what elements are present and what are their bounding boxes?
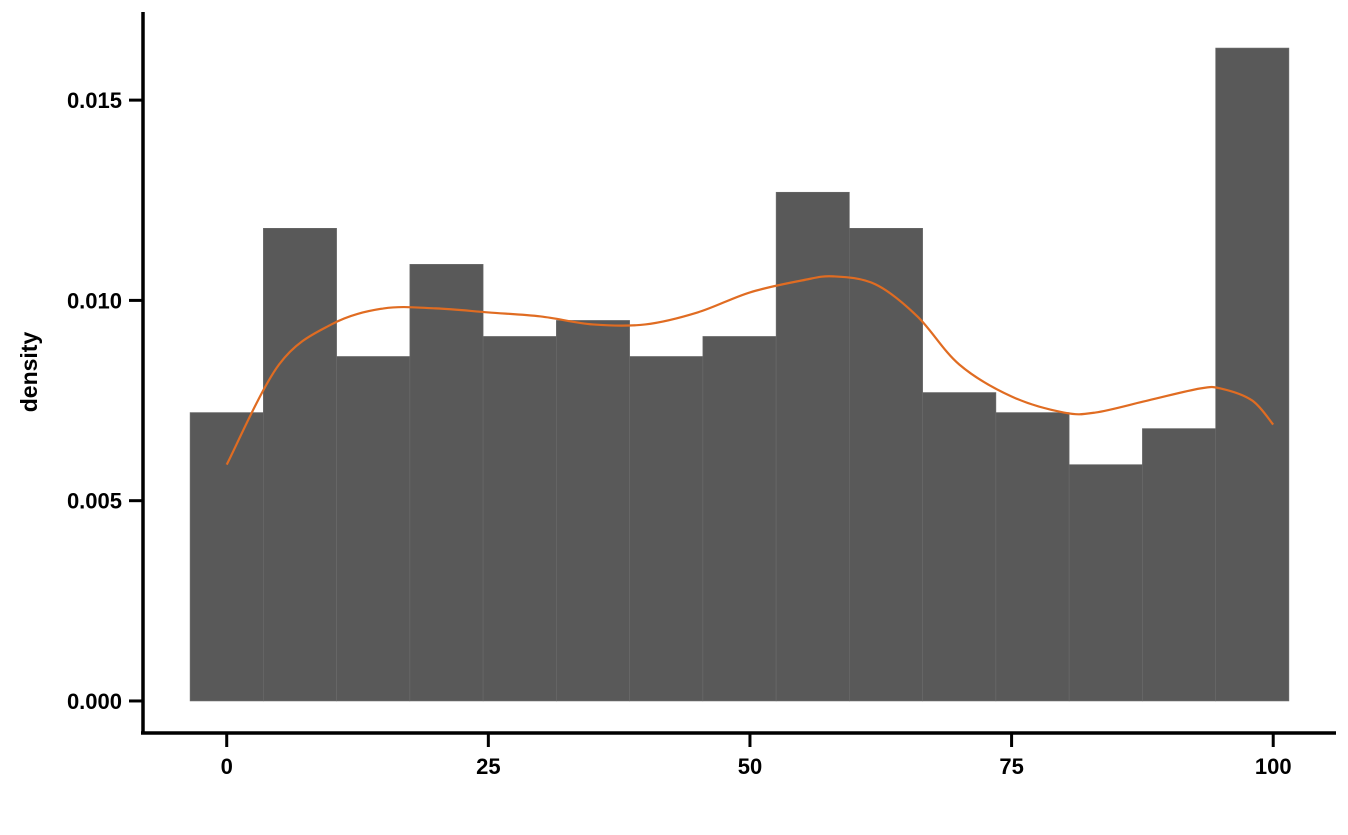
histogram-bar [482, 336, 557, 702]
histogram-bar [1142, 428, 1216, 702]
histogram-bar [849, 228, 923, 702]
histogram-bar [189, 412, 264, 702]
y-axis-ticks: 0.000 0.005 0.010 0.015 [67, 88, 143, 714]
histogram-bar [409, 264, 484, 702]
histogram-bar [922, 392, 997, 702]
x-tick-label: 50 [738, 754, 762, 779]
histogram-bar [556, 320, 630, 702]
histogram-bar [1215, 47, 1290, 702]
histogram-bars [189, 47, 1290, 702]
histogram-bar [702, 336, 777, 702]
histogram-bar [995, 412, 1070, 702]
x-tick-label: 75 [999, 754, 1023, 779]
histogram-bar [336, 356, 411, 702]
y-tick-label: 0.010 [67, 288, 122, 313]
histogram-bar [1068, 464, 1143, 702]
y-tick-label: 0.000 [67, 689, 122, 714]
x-tick-label: 100 [1255, 754, 1292, 779]
y-tick-label: 0.015 [67, 88, 122, 113]
histogram-bar [629, 356, 704, 702]
x-tick-label: 0 [221, 754, 233, 779]
y-axis-title: density [16, 332, 42, 413]
density-curve [225, 275, 1275, 466]
x-axis-ticks: 0 25 50 75 100 [221, 733, 1292, 779]
histogram-bar [263, 228, 337, 702]
histogram-bar [775, 191, 850, 702]
y-tick-label: 0.005 [67, 489, 122, 514]
x-tick-label: 25 [476, 754, 500, 779]
